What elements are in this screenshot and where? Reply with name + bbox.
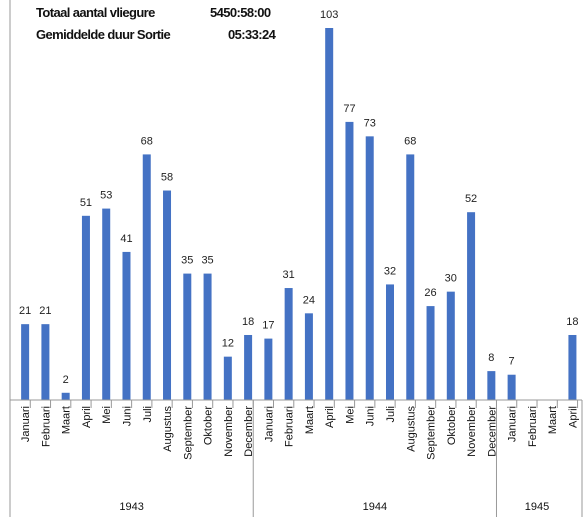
x-tick-label: December	[486, 406, 498, 457]
bar	[365, 136, 374, 400]
data-label: 30	[445, 273, 457, 285]
data-label: 12	[222, 338, 234, 350]
data-label: 18	[242, 316, 254, 328]
bar	[122, 251, 131, 400]
bar	[487, 371, 496, 400]
bar	[61, 392, 70, 400]
x-tick-label: Januari	[507, 406, 519, 442]
bar	[325, 28, 334, 400]
x-tick-label: Augustus	[405, 406, 417, 452]
bar	[385, 284, 394, 400]
bar	[507, 374, 516, 400]
bar	[41, 324, 50, 400]
data-label: 24	[303, 294, 315, 306]
data-label: 73	[364, 117, 376, 129]
bar	[163, 190, 172, 400]
data-label: 17	[262, 320, 274, 332]
data-label: 68	[141, 135, 153, 147]
data-label: 77	[343, 103, 355, 115]
bar	[304, 313, 313, 400]
bar	[284, 288, 293, 400]
data-label: 35	[181, 255, 193, 267]
x-tick-label: Februari	[284, 406, 296, 447]
group-label: 1945	[525, 501, 549, 513]
group-label: 1943	[119, 501, 143, 513]
bar	[568, 334, 577, 400]
data-label: 41	[120, 233, 132, 245]
bar	[223, 356, 232, 400]
x-tick-label: Februari	[527, 406, 539, 447]
x-tick-label: November	[466, 406, 478, 457]
data-label: 31	[283, 269, 295, 281]
x-tick-label: Augustus	[162, 406, 174, 452]
bar	[264, 338, 273, 400]
x-tick-label: April	[324, 406, 336, 428]
x-tick-label: Juli	[385, 406, 397, 423]
x-tick-label: November	[223, 406, 235, 457]
data-label: 68	[404, 135, 416, 147]
average-sortie-duration-value: 05:33:24	[228, 27, 276, 42]
data-label: 18	[566, 316, 578, 328]
bar	[203, 273, 212, 400]
data-label: 53	[100, 190, 112, 202]
bars-layer	[21, 28, 577, 400]
x-tick-label: December	[243, 406, 255, 457]
data-label: 8	[488, 352, 494, 364]
average-sortie-duration-label: Gemiddelde duur Sortie	[36, 27, 171, 42]
value-labels-layer: 21 Januari 21 Februari 2 Maart 51 April 53 Mei 41 J…	[19, 9, 579, 513]
x-tick-label: April	[81, 406, 93, 428]
total-flight-hours-row: Totaal aantal vliegure 5450:58:00	[36, 5, 271, 20]
data-label: 26	[424, 287, 436, 299]
bar	[467, 212, 476, 400]
x-tick-label: Mei	[344, 406, 356, 424]
axis-layer	[9, 0, 583, 517]
x-tick-label: Januari	[20, 406, 32, 442]
x-tick-label: Januari	[263, 406, 275, 442]
bar	[183, 273, 192, 400]
x-tick-label: Maart	[547, 406, 559, 434]
x-tick-label: Februari	[40, 406, 52, 447]
total-flight-hours-value: 5450:58:00	[210, 5, 271, 20]
bar	[446, 291, 455, 400]
data-label: 51	[80, 197, 92, 209]
data-label: 2	[63, 374, 69, 386]
bar	[426, 306, 435, 400]
x-tick-label: Oktober	[446, 406, 458, 445]
average-sortie-duration-row: Gemiddelde duur Sortie 05:33:24	[36, 27, 276, 42]
bar	[81, 215, 90, 400]
bar	[102, 208, 111, 400]
data-label: 21	[19, 305, 31, 317]
bar	[406, 154, 415, 400]
bar	[21, 324, 30, 400]
x-tick-label: September	[182, 406, 194, 460]
x-tick-label: April	[567, 406, 579, 428]
data-label: 35	[201, 255, 213, 267]
bar	[345, 121, 354, 400]
data-label: 7	[509, 356, 515, 368]
x-tick-label: Juli	[142, 406, 154, 423]
x-tick-label: Mei	[101, 406, 113, 424]
x-tick-label: Maart	[304, 406, 316, 434]
data-label: 21	[39, 305, 51, 317]
x-tick-label: Juni	[121, 406, 133, 426]
x-tick-label: Maart	[61, 406, 73, 434]
data-label: 32	[384, 265, 396, 277]
group-label: 1944	[363, 501, 387, 513]
bar	[142, 154, 151, 400]
total-flight-hours-label: Totaal aantal vliegure	[36, 5, 155, 20]
bar	[244, 334, 253, 400]
data-label: 52	[465, 193, 477, 205]
x-tick-label: Juni	[365, 406, 377, 426]
data-label: 58	[161, 172, 173, 184]
x-tick-label: September	[426, 406, 438, 460]
data-label: 103	[320, 9, 338, 21]
x-tick-label: Oktober	[203, 406, 215, 445]
